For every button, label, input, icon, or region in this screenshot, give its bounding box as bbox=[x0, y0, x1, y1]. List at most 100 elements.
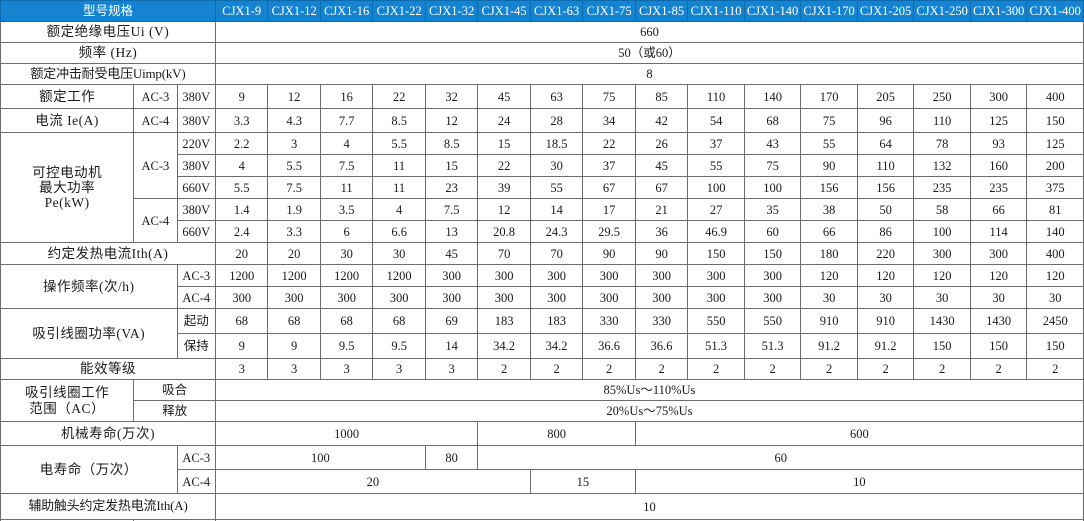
cell: 300 bbox=[687, 264, 745, 287]
coil-power-hold-type: 保持 bbox=[176, 333, 216, 359]
cell: 30 bbox=[800, 286, 858, 309]
cell: 30 bbox=[319, 242, 374, 265]
cell: 375 bbox=[1026, 176, 1084, 199]
row-coil-range-release: 释放 20%Us～75%Us bbox=[1, 400, 1084, 422]
label-insulation-voltage: 额定绝缘电压Ui (V) bbox=[0, 21, 216, 43]
model-header-7: CJX1-75 bbox=[582, 0, 636, 22]
cell: 85 bbox=[634, 84, 689, 109]
cell: 7.7 bbox=[319, 108, 374, 133]
cell: 15 bbox=[477, 132, 531, 155]
cell: 400 bbox=[1026, 84, 1084, 109]
motor-power-ac3-220-voltage: 220V bbox=[176, 132, 216, 155]
cell: 205 bbox=[856, 84, 915, 109]
cell: 3.5 bbox=[319, 198, 374, 221]
model-header-3: CJX1-22 bbox=[372, 0, 426, 22]
row-operating-frequency-ac3: 操作频率(次/h) AC-3 1200 1200 1200 1200 300 3… bbox=[0, 264, 1084, 309]
cell: 15 bbox=[424, 154, 479, 177]
cell: 58 bbox=[913, 198, 971, 221]
operating-frequency-ac3-type: AC-3 bbox=[176, 264, 216, 287]
cell: 150 bbox=[1026, 333, 1084, 359]
coil-range-pickup-value: 85%Us～110%Us bbox=[214, 379, 1084, 401]
model-header-11: CJX1-170 bbox=[800, 0, 858, 22]
cell: 2 bbox=[800, 358, 858, 380]
cell: 45 bbox=[477, 84, 531, 109]
operating-frequency-ac4-type: AC-4 bbox=[176, 286, 216, 309]
cell: 330 bbox=[582, 308, 636, 334]
value-frequency: 50（或60） bbox=[214, 42, 1084, 64]
cell: 11 bbox=[319, 176, 374, 199]
model-header-2: CJX1-16 bbox=[319, 0, 374, 22]
model-header-6: CJX1-63 bbox=[529, 0, 584, 22]
cell: 120 bbox=[969, 264, 1028, 287]
label-rated-current-line2: 电流 Ie(A) bbox=[0, 108, 135, 133]
cell: 2 bbox=[477, 358, 531, 380]
electrical-life-ac3-type: AC-3 bbox=[176, 445, 216, 470]
coil-range-release-value: 20%Us～75%Us bbox=[214, 400, 1084, 422]
cell: 30 bbox=[529, 154, 584, 177]
cell: 14 bbox=[424, 333, 479, 359]
cell: 7.5 bbox=[424, 198, 479, 221]
motor-power-line2: 最大功率 bbox=[39, 179, 96, 195]
cell: 34.2 bbox=[477, 333, 531, 359]
cell: 2 bbox=[582, 358, 636, 380]
cell: 910 bbox=[800, 308, 858, 334]
cell: 68 bbox=[214, 308, 269, 334]
cell: 330 bbox=[634, 308, 689, 334]
model-header-1: CJX1-12 bbox=[267, 0, 321, 22]
row-efficiency-grade: 能效等级 3 3 3 3 3 2 2 2 2 2 2 2 2 2 2 2 bbox=[0, 358, 1084, 380]
cell: 2450 bbox=[1026, 308, 1084, 334]
row-frequency: 频率 (Hz) 50（或60） bbox=[0, 42, 1084, 64]
cell: 30 bbox=[856, 286, 915, 309]
cell: 300 bbox=[424, 286, 479, 309]
electrical-life-ac4-segment-1: 15 bbox=[529, 469, 636, 494]
row-rated-current-ac4: 电流 Ie(A) AC-4 380V 3.3 4.3 7.7 8.5 12 24… bbox=[0, 108, 1084, 133]
electrical-life-ac4-segment-2: 10 bbox=[634, 469, 1084, 494]
label-thermal-current: 约定发热电流Ith(A) bbox=[0, 242, 216, 265]
label-efficiency-grade: 能效等级 bbox=[0, 358, 216, 380]
cell: 100 bbox=[687, 176, 745, 199]
cell: 24.3 bbox=[529, 220, 584, 243]
label-coil-range: 吸引线圈工作 范围（AC） bbox=[0, 379, 135, 422]
cell: 45 bbox=[634, 154, 689, 177]
cell: 93 bbox=[969, 132, 1028, 155]
cell: 34.2 bbox=[529, 333, 584, 359]
model-header-8: CJX1-85 bbox=[634, 0, 689, 22]
cell: 11 bbox=[372, 154, 426, 177]
row-operating-frequency-ac4: AC-4 300 300 300 300 300 300 300 300 300… bbox=[1, 286, 1084, 309]
electrical-life-ac4-segment-0: 20 bbox=[214, 469, 531, 494]
cell: 235 bbox=[969, 176, 1028, 199]
model-header-4: CJX1-32 bbox=[424, 0, 479, 22]
cell: 5.5 bbox=[214, 176, 269, 199]
electrical-life-ac4-type: AC-4 bbox=[176, 469, 216, 494]
cell: 12 bbox=[424, 108, 479, 133]
cell: 30 bbox=[1026, 286, 1084, 309]
cell: 114 bbox=[969, 220, 1028, 243]
label-mechanical-life: 机械寿命(万次) bbox=[0, 421, 216, 446]
cell: 20 bbox=[267, 242, 321, 265]
cell: 300 bbox=[529, 264, 584, 287]
cell: 8.5 bbox=[424, 132, 479, 155]
label-motor-power: 可控电动机 最大功率 Pe(kW) bbox=[0, 132, 135, 243]
cell: 1200 bbox=[372, 264, 426, 287]
cell: 250 bbox=[913, 84, 971, 109]
cell: 2 bbox=[856, 358, 915, 380]
cell: 3 bbox=[319, 358, 374, 380]
cell: 300 bbox=[743, 286, 802, 309]
cell: 1200 bbox=[267, 264, 321, 287]
cell: 37 bbox=[687, 132, 745, 155]
cell: 170 bbox=[800, 84, 858, 109]
row-motor-power-ac3-660: 660V 5.5 7.5 11 11 23 39 55 67 67 100 10… bbox=[1, 176, 1084, 199]
cell: 54 bbox=[687, 108, 745, 133]
row-motor-power-ac4-660: 660V 2.4 3.3 6 6.6 13 20.8 24.3 29.5 36 … bbox=[1, 220, 1084, 243]
row-rated-current-ac3: 额定工作 AC-3 380V 9 12 16 22 32 45 63 75 85… bbox=[0, 84, 1084, 109]
cell: 66 bbox=[800, 220, 858, 243]
cell: 22 bbox=[582, 132, 636, 155]
model-header-15: CJX1-400 bbox=[1026, 0, 1084, 22]
cell: 100 bbox=[743, 176, 802, 199]
row-impulse-voltage: 额定冲击耐受电压Uimp(kV) 8 bbox=[0, 63, 1084, 85]
cell: 6 bbox=[319, 220, 374, 243]
rated-current-ac4-voltage: 380V bbox=[176, 108, 216, 133]
cell: 9.5 bbox=[319, 333, 374, 359]
cell: 110 bbox=[856, 154, 915, 177]
